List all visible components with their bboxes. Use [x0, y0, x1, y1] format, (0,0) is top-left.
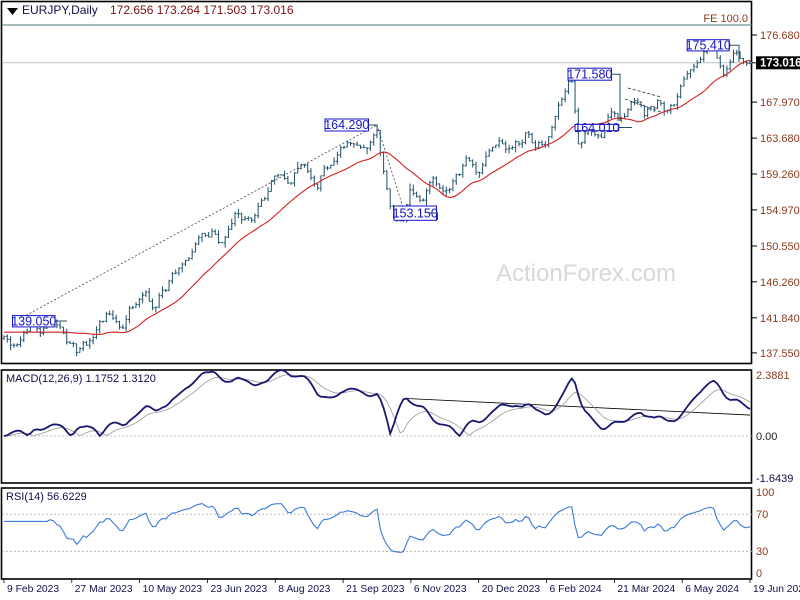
svg-text:30: 30 — [756, 546, 768, 558]
svg-text:146.260: 146.260 — [760, 277, 800, 289]
svg-text:172.656 173.264 171.503 173.01: 172.656 173.264 171.503 173.016 — [110, 3, 294, 17]
svg-text:0: 0 — [756, 568, 762, 580]
svg-text:21 Mar 2024: 21 Mar 2024 — [617, 584, 675, 595]
svg-text:173.016: 173.016 — [760, 58, 800, 70]
svg-text:150.550: 150.550 — [760, 241, 800, 253]
svg-text:ActionForex.com: ActionForex.com — [496, 260, 676, 287]
svg-text:RSI(14) 56.6229: RSI(14) 56.6229 — [6, 491, 87, 503]
svg-text:EURJPY,Daily: EURJPY,Daily — [22, 3, 98, 17]
svg-text:141.840: 141.840 — [760, 313, 800, 325]
svg-text:19 Jun 2024: 19 Jun 2024 — [753, 584, 800, 595]
svg-text:139.050: 139.050 — [11, 314, 56, 328]
svg-text:8 Aug 2023: 8 Aug 2023 — [278, 584, 330, 595]
svg-text:137.550: 137.550 — [760, 348, 800, 360]
svg-text:6 Nov 2023: 6 Nov 2023 — [414, 584, 467, 595]
svg-text:176.680: 176.680 — [760, 30, 800, 42]
svg-text:164.290: 164.290 — [324, 118, 369, 132]
svg-text:0.00: 0.00 — [756, 431, 777, 443]
svg-text:164.010: 164.010 — [574, 121, 619, 135]
svg-text:175.410: 175.410 — [686, 39, 731, 53]
svg-text:MACD(12,26,9) 1.1752 1.3120: MACD(12,26,9) 1.1752 1.3120 — [6, 373, 156, 385]
svg-text:167.970: 167.970 — [760, 97, 800, 109]
svg-text:20 Dec 2023: 20 Dec 2023 — [482, 584, 541, 595]
svg-text:6 Feb 2024: 6 Feb 2024 — [550, 584, 602, 595]
svg-text:9 Feb 2023: 9 Feb 2023 — [7, 584, 59, 595]
svg-text:70: 70 — [756, 509, 768, 521]
svg-text:163.680: 163.680 — [760, 133, 800, 145]
svg-text:154.970: 154.970 — [760, 205, 800, 217]
svg-text:10 May 2023: 10 May 2023 — [143, 584, 203, 595]
svg-text:100: 100 — [756, 487, 774, 499]
svg-text:2.3881: 2.3881 — [756, 370, 790, 382]
svg-text:23 Jun 2023: 23 Jun 2023 — [211, 584, 268, 595]
svg-text:27 Mar 2023: 27 Mar 2023 — [75, 584, 133, 595]
svg-text:159.260: 159.260 — [760, 169, 800, 181]
svg-text:-1.6439: -1.6439 — [756, 473, 793, 485]
svg-text:6 May 2024: 6 May 2024 — [685, 584, 739, 595]
svg-text:FE 100.0: FE 100.0 — [703, 13, 748, 25]
svg-text:171.580: 171.580 — [567, 67, 612, 81]
svg-text:21 Sep 2023: 21 Sep 2023 — [346, 584, 405, 595]
